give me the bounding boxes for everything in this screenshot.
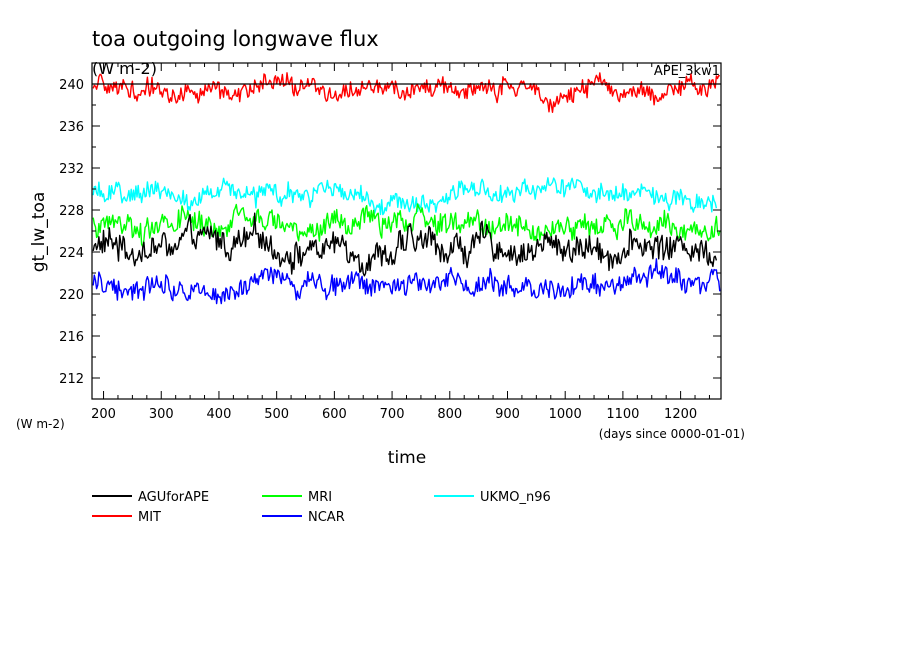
series-layer [92,72,721,305]
x-tick-label: 900 [495,407,520,422]
legend-label-mri: MRI [308,490,332,505]
x-tick-label: 700 [380,407,405,422]
y-tick-label: 216 [59,330,84,345]
x-tick-label: 1000 [549,407,582,422]
y-tick-label: 212 [59,372,84,387]
x-axis-label: time [388,448,426,468]
y-axis-label: gt_lw_toa [29,192,49,273]
x-tick-label: 1200 [664,407,697,422]
x-tick-label: 200 [91,407,116,422]
x-tick-label: 500 [264,407,289,422]
x-tick-label: 1100 [606,407,639,422]
y-tick-label: 232 [59,162,84,177]
y-tick-label: 228 [59,204,84,219]
y-axis-units: (W m-2) [16,417,65,431]
y-tick-label: 224 [59,246,84,261]
run-tag: APE_3kw1 [654,64,720,79]
chart-title: toa outgoing longwave flux [92,27,379,51]
legend-label-aguforape: AGUforAPE [138,490,209,505]
y-tick-label: 236 [59,120,84,135]
series-line-ukmo_n96 [92,177,718,216]
x-axis-units: (days since 0000-01-01) [599,427,745,441]
series-line-ncar [92,258,721,305]
series-line-mit [92,72,720,114]
series-line-mri [92,203,721,248]
x-axis: 200 300 400 500 600 700 800 900 1000 1100 1200 [91,63,710,422]
x-tick-label: 800 [437,407,462,422]
y-tick-label: 220 [59,288,84,303]
legend: AGUforAPE MIT MRI NCAR UKMO_n96 [92,490,551,525]
legend-label-ukmo_n96: UKMO_n96 [480,490,551,505]
x-tick-label: 600 [322,407,347,422]
series-line-aguforape [92,212,718,277]
x-tick-label: 300 [149,407,174,422]
chart-subtitle: (W m-2) [92,59,157,78]
y-tick-label: 240 [59,78,84,93]
y-axis: 212 216 220 224 228 232 236 240 [59,62,721,387]
legend-label-ncar: NCAR [308,510,345,525]
legend-label-mit: MIT [138,510,161,525]
x-tick-label: 400 [207,407,232,422]
